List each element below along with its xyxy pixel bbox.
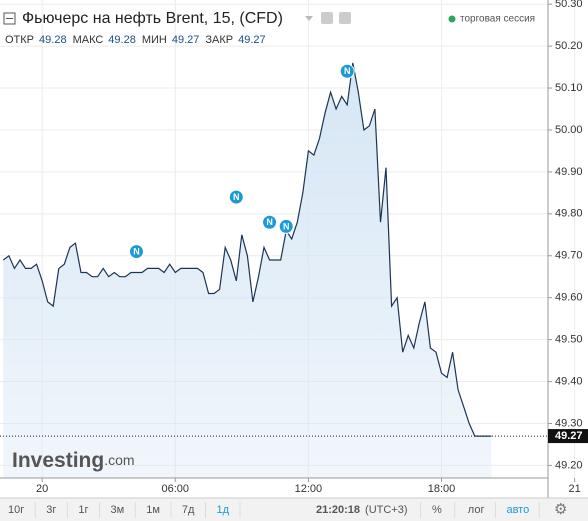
period-button[interactable]: 1д [216,504,229,516]
close-icon[interactable] [339,12,351,24]
option-button[interactable]: авто [506,504,529,516]
y-tick-label: 50.00 [555,124,583,136]
option-button[interactable]: % [432,504,442,516]
ohlc-label: МИН [142,34,167,46]
ohlc-value: 49.28 [108,34,136,46]
y-tick-label: 49.20 [555,459,583,471]
y-tick-label: 49.70 [555,250,583,262]
news-marker[interactable] [278,218,294,234]
settings-gear[interactable]: ⚙ [554,501,567,518]
y-tick-label: 49.60 [555,292,583,304]
y-tick-label: 50.30 [555,0,583,10]
news-marker-label: N [133,246,140,256]
price-line [2,62,492,437]
settings-icon[interactable] [321,12,333,24]
news-marker[interactable] [339,63,355,79]
ohlc-value: 49.27 [172,34,200,46]
y-tick-label: 49.30 [555,417,583,429]
session-label: торговая сессия [460,14,535,25]
logo: Investing.com [12,449,135,472]
news-marker[interactable] [228,189,244,205]
x-tick-label: 20 [36,483,48,495]
period-button[interactable]: 10г [8,504,24,516]
y-tick-label: 49.80 [555,208,583,220]
period-button[interactable]: 3г [46,504,56,516]
y-tick-label: 49.90 [555,166,583,178]
clock: 21:20:18 [316,504,360,516]
period-button[interactable]: 3м [111,504,125,516]
chart-title: Фьючерс на нефть Brent, 15, (CFD) [22,10,283,27]
news-marker-label: N [283,221,290,231]
dropdown-arrow[interactable] [305,16,313,21]
x-tick-label: 12:00 [295,483,323,495]
y-tick-label: 50.10 [555,82,583,94]
logo-suffix: .com [104,452,134,468]
last-price-box [548,429,588,444]
ohlc-label: ОТКР [5,34,34,46]
period-button[interactable]: 1м [146,504,160,516]
y-tick-label: 49.50 [555,334,583,346]
session-dot [448,15,456,23]
news-marker-label: N [266,217,273,227]
x-tick-label: 06:00 [162,483,190,495]
period-button[interactable]: 7д [182,504,195,516]
ohlc-value: 49.27 [238,34,266,46]
y-tick-label: 49.40 [555,375,583,387]
toolbar [0,498,588,521]
option-button[interactable]: лог [468,504,485,516]
x-axis-band [0,478,548,498]
news-marker[interactable] [262,214,278,230]
x-tick-label: 21 [568,483,580,495]
area [3,62,492,479]
ohlc-label: ЗАКР [205,34,233,46]
y-tick-label: 50.20 [555,40,583,52]
news-marker-label: N [344,66,351,76]
logo-brand: Investing [12,449,104,472]
ohlc-value: 49.28 [39,34,67,46]
news-marker[interactable] [128,244,144,260]
timezone: (UTC+3) [365,504,407,516]
x-tick-label: 18:00 [428,483,456,495]
collapse-icon[interactable] [3,12,16,25]
news-marker-label: N [233,192,240,202]
last-price-label: 49.27 [555,430,583,442]
ohlc-label: МАКС [73,34,104,46]
period-button[interactable]: 1г [78,504,88,516]
